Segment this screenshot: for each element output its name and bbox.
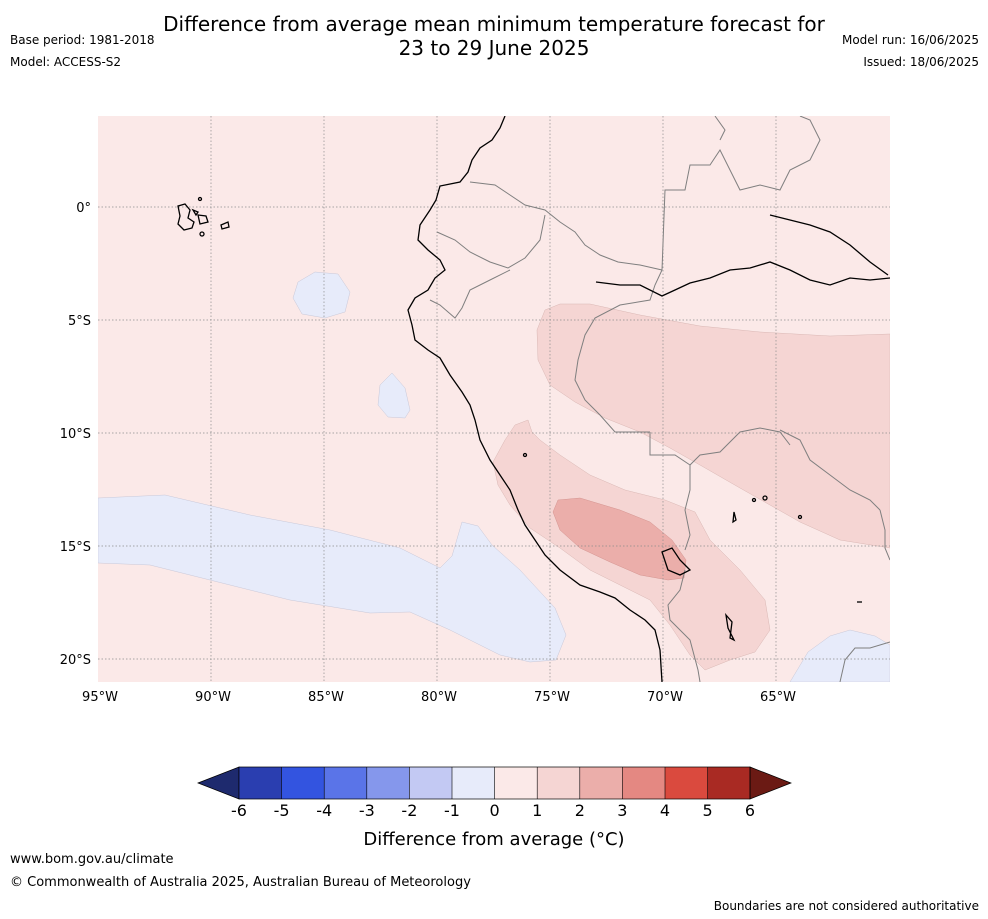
colorbar-tick: -1	[444, 801, 460, 820]
boundary-disclaimer: Boundaries are not considered authoritat…	[713, 899, 979, 913]
model-name: Model: ACCESS-S2	[10, 55, 122, 69]
anomaly-negative-patch-2	[377, 372, 411, 419]
lat-label-20s: 20°S	[60, 653, 91, 668]
anomaly-positive-amazon-band	[536, 303, 890, 549]
anomaly-negative-corner	[789, 629, 890, 682]
lon-label-75w: 75°W	[534, 690, 570, 705]
graticule	[98, 116, 890, 682]
base-period: Base period: 1981-2018	[10, 33, 155, 47]
meta-right: Model run: 16/06/2025 Issued: 18/06/2025	[842, 32, 979, 76]
colorbar-bin-7	[494, 767, 538, 799]
colorbar-bin-10	[622, 767, 665, 799]
colorbar-bin-6	[452, 767, 495, 799]
lon-label-90w: 90°W	[195, 690, 231, 705]
model-run: Model run: 16/06/2025	[841, 33, 979, 47]
meta-left: Base period: 1981-2018 Model: ACCESS-S2	[10, 32, 155, 76]
anomaly-positive-core	[552, 497, 687, 581]
colorbar-bin-4	[366, 767, 410, 799]
colorbar-bin-12	[707, 767, 751, 799]
colorbar-bin-9	[579, 767, 623, 799]
colorbar-max-extension	[749, 766, 792, 800]
lon-label-80w: 80°W	[421, 690, 457, 705]
colorbar-tick: -2	[401, 801, 417, 820]
anomaly-negative-pacific-band	[98, 494, 567, 663]
colorbar-tick: 5	[703, 801, 713, 820]
colorbar-bin-1	[239, 767, 282, 799]
colorbar-tick: -5	[274, 801, 290, 820]
colorbar: -6 -5 -4 -3 -2 -1 0 1 2 3 4 5 6 Differen…	[197, 766, 792, 850]
lat-label-5s: 5°S	[68, 314, 91, 329]
colorbar-bin-3	[324, 767, 367, 799]
lat-label-15s: 15°S	[60, 540, 91, 555]
map-area	[98, 116, 890, 682]
bom-url[interactable]: www.bom.gov.au/climate	[10, 852, 174, 867]
colorbar-tick: 2	[575, 801, 585, 820]
lon-label-95w: 95°W	[82, 690, 118, 705]
lat-label-10s: 10°S	[60, 427, 91, 442]
copyright-notice: © Commonwealth of Australia 2025, Austra…	[10, 875, 471, 890]
colorbar-tick: -4	[316, 801, 332, 820]
coastline	[177, 116, 890, 682]
colorbar-bin-11	[665, 767, 708, 799]
title-line-1: Difference from average mean minimum tem…	[163, 12, 825, 36]
colorbar-tick: -6	[231, 801, 247, 820]
colorbar-bin-8	[537, 767, 580, 799]
lon-label-85w: 85°W	[308, 690, 344, 705]
colorbar-tick: -3	[359, 801, 375, 820]
title-line-2: 23 to 29 June 2025	[398, 36, 590, 60]
map-title: Difference from average mean minimum tem…	[0, 12, 988, 60]
colorbar-tick: 6	[745, 801, 755, 820]
colorbar-tick: 3	[617, 801, 627, 820]
colorbar-tick: 1	[532, 801, 542, 820]
lat-label-0: 0°	[76, 201, 91, 216]
colorbar-tick: 4	[660, 801, 670, 820]
anomaly-negative-patch-1	[292, 271, 351, 319]
colorbar-label: Difference from average (°C)	[363, 829, 624, 850]
lon-label-65w: 65°W	[760, 690, 796, 705]
issued-date: Issued: 18/06/2025	[863, 55, 979, 69]
colorbar-tick: 0	[490, 801, 500, 820]
colorbar-bin-2	[281, 767, 325, 799]
country-borders	[429, 116, 890, 682]
colorbar-min-extension	[197, 766, 240, 800]
colorbar-bin-5	[409, 767, 452, 799]
lon-label-70w: 70°W	[647, 690, 683, 705]
